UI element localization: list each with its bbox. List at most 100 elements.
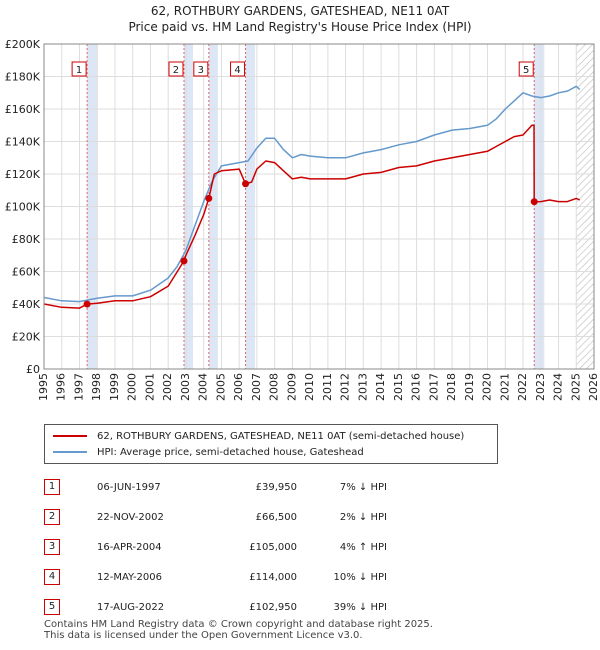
table-row: 2 22-NOV-2002 £66,500 2% ↓ HPI — [44, 502, 387, 532]
x-tick-label: 2020 — [481, 373, 494, 401]
sale-hpi-diff: 2% ↓ HPI — [339, 511, 387, 523]
sale-number-badge: 3 — [44, 539, 60, 555]
sale-label-number: 3 — [198, 65, 204, 76]
sale-price: £102,950 — [249, 601, 297, 613]
legend-swatch-hpi — [53, 451, 87, 453]
x-tick-label: 2007 — [250, 373, 263, 401]
sales-table: 1 06-JUN-1997 £39,950 7% ↓ HPI 2 22-NOV-… — [44, 472, 387, 622]
y-tick-label: £60K — [12, 266, 41, 279]
legend-label-hpi: HPI: Average price, semi-detached house,… — [97, 446, 364, 458]
sale-label-number: 1 — [76, 65, 82, 76]
footer-license: This data is licensed under the Open Gov… — [44, 630, 363, 641]
price-chart: 1 2 3 4 5 £0 £20K £40K £60K £80K £100K £120K £140K £1… — [5, 38, 600, 401]
y-tick-label: £80K — [12, 233, 41, 246]
sale-point — [530, 198, 538, 206]
x-tick-label: 2013 — [356, 373, 369, 401]
sale-price: £39,950 — [255, 481, 297, 493]
sale-date: 16-APR-2004 — [97, 541, 162, 553]
x-tick-label: 2015 — [392, 373, 405, 401]
x-tick-label: 2001 — [143, 373, 156, 401]
x-tick-label: 2014 — [374, 373, 387, 401]
footer-text: Contains HM Land Registry data © Crown c… — [44, 619, 433, 641]
y-tick-label: £140K — [5, 136, 41, 149]
x-tick-label: 2026 — [587, 373, 600, 401]
sale-label-box — [230, 61, 246, 77]
x-tick-label: 2010 — [303, 373, 316, 401]
x-tick-label: 2005 — [214, 373, 227, 401]
sale-label-box — [518, 61, 534, 77]
sale-number-badge: 4 — [44, 569, 60, 585]
legend-item-hpi: HPI: Average price, semi-detached house,… — [53, 445, 364, 459]
y-tick-label: £160K — [5, 103, 41, 116]
sale-point — [242, 180, 250, 188]
x-tick-label: 2008 — [268, 373, 281, 401]
table-row: 1 06-JUN-1997 £39,950 7% ↓ HPI — [44, 472, 387, 502]
y-tick-label: £180K — [5, 71, 41, 84]
sale-point — [205, 194, 213, 202]
table-row: 4 12-MAY-2006 £114,000 10% ↓ HPI — [44, 562, 387, 592]
x-tick-label: 2023 — [534, 373, 547, 401]
legend-swatch-property — [53, 435, 87, 437]
x-tick-label: 1999 — [108, 373, 121, 401]
x-tick-label: 2012 — [339, 373, 352, 401]
sale-point — [83, 300, 91, 308]
legend-label-property: 62, ROTHBURY GARDENS, GATESHEAD, NE11 0A… — [97, 430, 465, 442]
sale-hpi-diff: 39% ↓ HPI — [333, 601, 387, 613]
sale-price: £114,000 — [249, 571, 297, 583]
sale-date: 06-JUN-1997 — [97, 481, 161, 493]
sale-number-badge: 1 — [44, 479, 60, 495]
sale-price: £105,000 — [249, 541, 297, 553]
sale-number-badge: 5 — [44, 599, 60, 615]
x-tick-label: 2006 — [232, 373, 245, 401]
sale-label-box — [168, 61, 184, 77]
plot-border — [43, 43, 595, 370]
legend-item-property: 62, ROTHBURY GARDENS, GATESHEAD, NE11 0A… — [53, 429, 464, 443]
sale-hpi-diff: 7% ↓ HPI — [339, 481, 387, 493]
x-tick-label: 2018 — [445, 373, 458, 401]
x-tick-label: 2009 — [285, 373, 298, 401]
table-row: 3 16-APR-2004 £105,000 4% ↑ HPI — [44, 532, 387, 562]
chart-subtitle: Price paid vs. HM Land Registry's House … — [128, 20, 472, 34]
x-tick-label: 1997 — [72, 373, 85, 401]
x-tick-label: 2021 — [498, 373, 511, 401]
sale-label-number: 2 — [173, 65, 179, 76]
x-tick-label: 1996 — [55, 373, 68, 401]
sale-date: 22-NOV-2002 — [97, 511, 164, 523]
sale-number-badge: 2 — [44, 509, 60, 525]
chart-title: 62, ROTHBURY GARDENS, GATESHEAD, NE11 0A… — [150, 4, 450, 18]
y-tick-label: £0 — [26, 363, 40, 376]
x-tick-label: 2022 — [516, 373, 529, 401]
x-tick-label: 1998 — [90, 373, 103, 401]
sale-hpi-diff: 4% ↑ HPI — [339, 541, 387, 553]
sale-label-number: 5 — [523, 65, 529, 76]
x-tick-label: 2000 — [126, 373, 139, 401]
hpi-series-line — [43, 85, 581, 303]
y-tick-label: £120K — [5, 168, 41, 181]
sale-date: 12-MAY-2006 — [97, 571, 163, 583]
sale-point — [180, 257, 188, 265]
chart-legend: 62, ROTHBURY GARDENS, GATESHEAD, NE11 0A… — [44, 424, 498, 464]
property-series-line — [43, 124, 581, 309]
footer-copyright: Contains HM Land Registry data © Crown c… — [44, 619, 433, 630]
x-tick-label: 2003 — [179, 373, 192, 401]
sale-label-box — [71, 61, 87, 77]
x-tick-label: 1995 — [37, 373, 50, 401]
x-tick-label: 2016 — [410, 373, 423, 401]
x-tick-label: 2002 — [161, 373, 174, 401]
y-tick-label: £40K — [12, 298, 41, 311]
sale-label-box — [193, 61, 209, 77]
sale-hpi-diff: 10% ↓ HPI — [333, 571, 387, 583]
y-tick-label: £100K — [5, 201, 41, 214]
x-tick-label: 2004 — [197, 373, 210, 401]
y-tick-label: £20K — [12, 331, 41, 344]
table-row: 5 17-AUG-2022 £102,950 39% ↓ HPI — [44, 592, 387, 622]
x-tick-label: 2011 — [321, 373, 334, 401]
sale-label-number: 4 — [234, 65, 240, 76]
y-tick-label: £200K — [5, 38, 41, 51]
sale-date: 17-AUG-2022 — [97, 601, 165, 613]
x-tick-label: 2024 — [552, 373, 565, 401]
x-tick-label: 2019 — [463, 373, 476, 401]
sale-price: £66,500 — [255, 511, 297, 523]
x-tick-label: 2025 — [569, 373, 582, 401]
x-tick-label: 2017 — [427, 373, 440, 401]
